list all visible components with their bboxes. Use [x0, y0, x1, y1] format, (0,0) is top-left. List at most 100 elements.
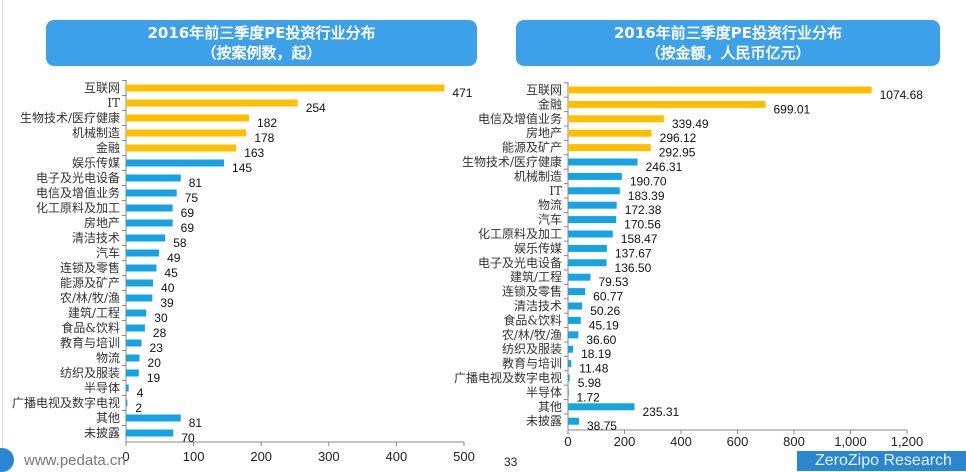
chart-left-category-label: 清洁技术: [72, 231, 120, 245]
chart-left-data-label: 20: [148, 356, 162, 370]
chart-left-category-label: 生物技术/医疗健康: [20, 110, 120, 125]
chart-left-category-label: 物流: [96, 351, 120, 365]
chart-right-x-tick-label: 400: [670, 434, 692, 449]
chart-left-data-label: 2: [135, 401, 142, 415]
chart-left-bar: [126, 249, 160, 257]
chart-right-x-tick-label: 1,000: [834, 434, 867, 449]
chart-right-data-label: 11.48: [579, 362, 608, 376]
chart-left-category-label: 金融: [96, 140, 120, 155]
chart-right-bar: [568, 273, 591, 281]
chart-right-data-label: 183.39: [628, 189, 665, 203]
chart-right-bar: [568, 172, 622, 180]
chart-right-data-label: 170.56: [624, 218, 661, 232]
chart-left-data-label: 163: [244, 146, 264, 160]
chart-left-data-label: 145: [232, 161, 252, 175]
chart-right-category-label: 机械制造: [514, 168, 562, 183]
chart-left-data-label: 49: [167, 251, 181, 265]
chart-right-data-label: 50.26: [590, 304, 620, 318]
chart-left-category-label: 教育与培训: [60, 335, 120, 350]
chart-right-category-label: 金融: [538, 96, 562, 111]
chart-left-data-label: 178: [254, 131, 274, 145]
chart-left-bar: [126, 399, 128, 407]
chart-right-category-label: 清洁技术: [514, 299, 562, 313]
chart-left-category-label: 纺织及服装: [60, 366, 120, 380]
chart-left-category-label: 娱乐传媒: [72, 155, 120, 170]
chart-right-data-label: 1074.68: [880, 88, 924, 102]
chart-left-category-label: 电子及光电设备: [36, 171, 120, 185]
chart-left-data-label: 254: [306, 101, 326, 115]
chart-left-bar: [126, 384, 129, 392]
pedata-logo: [0, 448, 14, 472]
chart-right-x-tick-label: 0: [564, 434, 571, 449]
chart-right-bar: [568, 302, 583, 310]
chart-left-data-label: 30: [154, 311, 168, 325]
chart-right-data-label: 339.49: [672, 117, 709, 131]
chart-right-category-label: 生物技术/医疗健康: [462, 154, 562, 169]
chart-right-category-label: 娱乐传媒: [514, 240, 562, 255]
chart-right-data-label: 36.60: [586, 333, 616, 347]
chart-left-bar: [126, 339, 142, 347]
chart-left-data-label: 4: [137, 386, 144, 400]
chart-right-data-label: 190.70: [630, 174, 667, 188]
chart-right-bar: [568, 288, 586, 296]
chart-right-bar: [568, 144, 651, 152]
chart-left-bar: [126, 219, 173, 227]
chart-left-category-label: 未披露: [84, 426, 120, 440]
chart-left-data-label: 45: [164, 266, 178, 280]
chart-right-data-label: 292.95: [659, 146, 696, 160]
chart-right-bar: [568, 201, 617, 209]
chart-right-bar: [568, 388, 569, 396]
chart-right-category-label: IT: [549, 184, 562, 198]
chart-right-bar: [568, 230, 613, 238]
chart-left-bar: [126, 429, 174, 437]
chart-left-category-label: 半导体: [84, 381, 120, 395]
chart-left-category-label: 能源及矿产: [60, 276, 120, 290]
chart-right-category-label: 化工原料及加工: [478, 227, 562, 241]
chart-right-category-label: 电信及增值业务: [478, 111, 562, 126]
chart-right-data-label: 699.01: [773, 102, 810, 116]
chart-right-category-label: 广播电视及数字电视: [454, 370, 562, 385]
chart-left-x-tick-label: 200: [250, 449, 272, 464]
brand-banner: ZeroZipo Research: [797, 451, 966, 471]
chart-right-category-label: 纺织及服装: [502, 342, 562, 356]
chart-left-bar: [126, 204, 173, 212]
chart-right-title: 2016年前三季度PE投资行业分布 （按金额，人民币亿元）: [516, 20, 940, 66]
chart-left-x-tick-label: 100: [183, 449, 205, 464]
chart-right-bar: [568, 403, 635, 411]
chart-right-bar: [568, 187, 620, 195]
chart-left-bar: [126, 414, 181, 422]
page-number: 33: [504, 455, 518, 469]
chart-left-bar: [126, 159, 225, 167]
chart-right-data-label: 1.72: [576, 390, 600, 404]
chart-right-bar: [568, 100, 766, 108]
chart-left-category-label: IT: [107, 96, 120, 110]
chart-right-category-label: 农/林/牧/渔: [502, 328, 562, 342]
chart-right-bar: [568, 374, 570, 382]
chart-left-bar: [126, 309, 147, 317]
chart-left-data-label: 28: [153, 326, 167, 340]
chart-left-data-label: 58: [173, 236, 187, 250]
chart-left-category-label: 汽车: [96, 245, 120, 260]
chart-right-category-label: 连锁及零售: [502, 284, 562, 299]
chart-left-category-label: 其他: [96, 411, 120, 425]
chart-right-x-tick-label: 600: [727, 434, 749, 449]
chart-right-category-label: 教育与培训: [502, 356, 562, 371]
chart-left-bar: [126, 129, 247, 137]
chart-left-x-tick-label: 400: [386, 449, 408, 464]
chart-right-category-label: 未披露: [526, 414, 562, 428]
chart-left-bar: [126, 294, 153, 302]
chart-right-data-label: 172.38: [625, 203, 662, 217]
chart-left-data-label: 471: [452, 86, 472, 100]
chart-left-category-label: 电信及增值业务: [36, 185, 120, 200]
chart-left-category-label: 化工原料及加工: [36, 201, 120, 215]
chart-right-category-label: 房地产: [526, 125, 562, 140]
chart-left-data-label: 182: [257, 116, 277, 130]
chart-left-bar: [126, 354, 140, 362]
chart-left-bar: [126, 144, 237, 152]
chart-right-x-tick-label: 1,200: [891, 434, 924, 449]
chart-left-category-label: 房地产: [84, 215, 120, 230]
chart-right-category-label: 互联网: [526, 83, 562, 97]
chart-right-category-label: 电子及光电设备: [478, 256, 562, 270]
chart-left-data-label: 39: [160, 296, 174, 310]
chart-left-x-tick-label: 500: [453, 449, 475, 464]
